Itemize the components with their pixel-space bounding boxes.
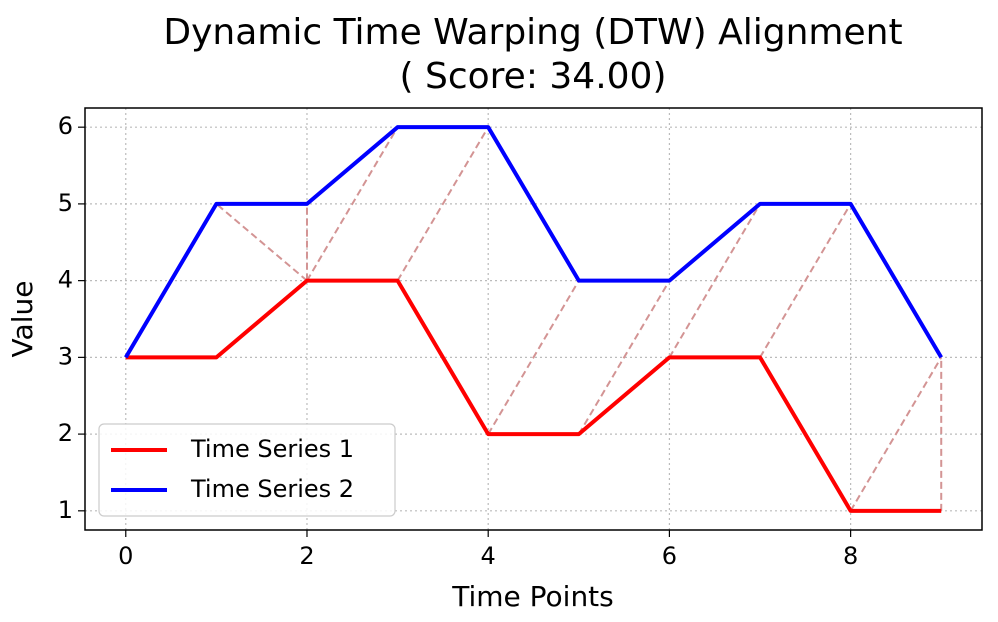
x-tick-label: 2 xyxy=(299,542,314,570)
x-tick-label: 0 xyxy=(118,542,133,570)
legend-label: Time Series 2 xyxy=(190,475,354,503)
series-line xyxy=(125,278,942,513)
alignment-line xyxy=(849,356,943,512)
y-tick-label: 2 xyxy=(58,419,73,447)
plot-frame xyxy=(84,107,983,531)
x-tick-label: 8 xyxy=(843,542,858,570)
series-line xyxy=(124,125,943,359)
alignment-line xyxy=(396,126,490,282)
y-tick-label: 3 xyxy=(58,342,73,370)
alignment-line xyxy=(215,203,308,282)
y-tick-label: 4 xyxy=(58,266,73,294)
alignment-line xyxy=(487,280,580,435)
x-tick-label: 6 xyxy=(662,542,677,570)
chart-subtitle: ( Score: 34.00) xyxy=(400,56,667,97)
legend-label: Time Series 1 xyxy=(190,435,354,463)
legend-box xyxy=(98,423,396,517)
x-axis-label: Time Points xyxy=(451,580,614,613)
y-axis-label: Value xyxy=(6,281,39,358)
y-tick-label: 5 xyxy=(58,189,73,217)
y-tick-label: 1 xyxy=(58,496,73,524)
y-tick-label: 6 xyxy=(58,112,73,140)
alignment-line xyxy=(759,203,852,358)
chart-title: Dynamic Time Warping (DTW) Alignment xyxy=(163,12,902,53)
alignment-line xyxy=(577,280,671,435)
alignment-line xyxy=(306,126,399,282)
alignment-line xyxy=(668,203,761,358)
x-tick-label: 4 xyxy=(481,542,496,570)
